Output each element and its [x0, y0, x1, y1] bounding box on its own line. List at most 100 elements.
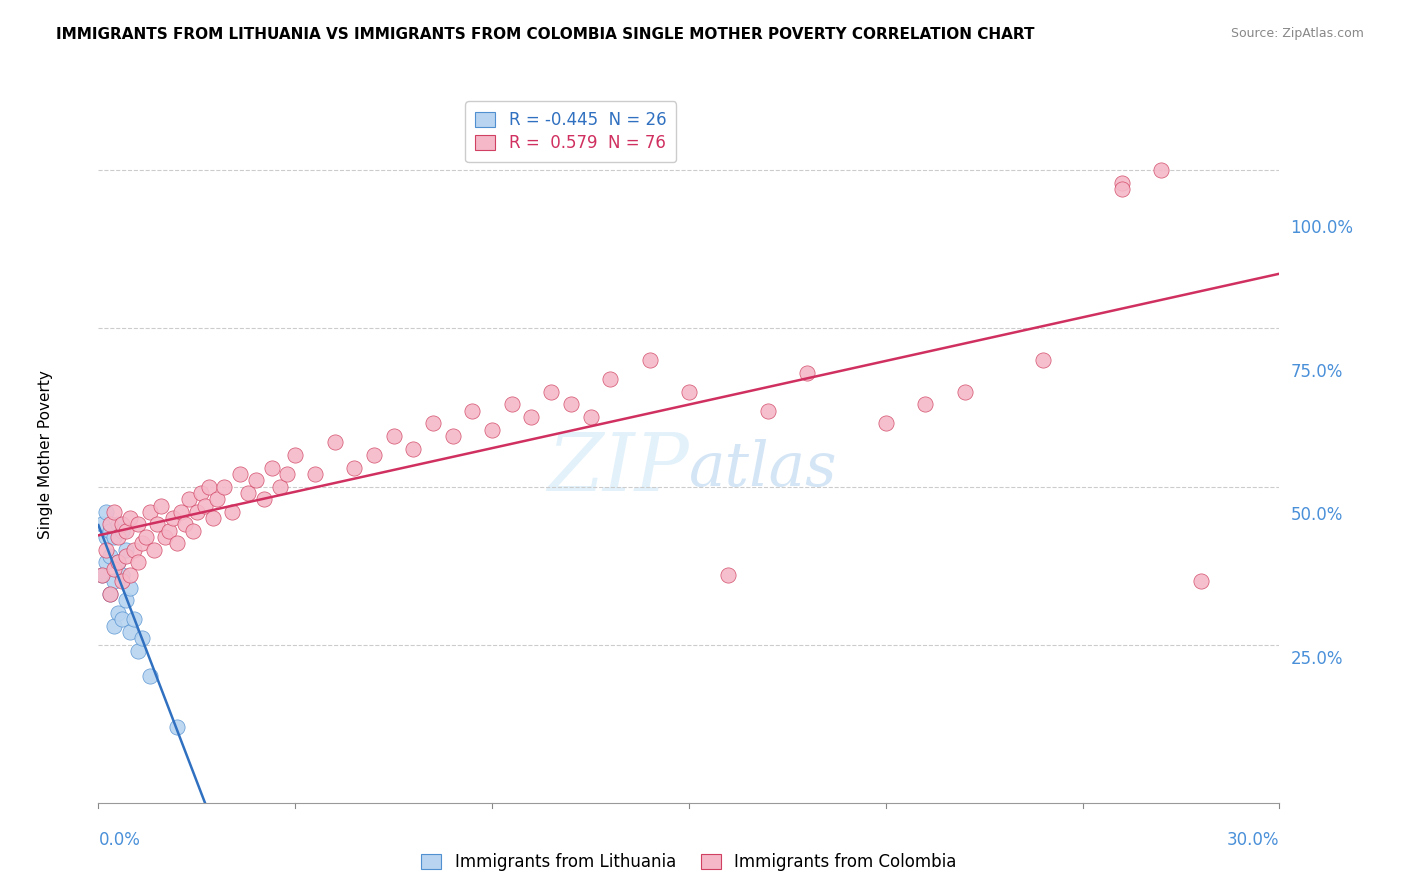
Point [441, 429, 464, 443]
Point [197, 479, 219, 493]
Point [98, 517, 121, 532]
Point [284, 448, 307, 462]
Point [875, 417, 897, 431]
Point [98, 587, 121, 601]
Point [107, 556, 129, 570]
Point [103, 530, 125, 544]
Point [269, 479, 291, 493]
Point [107, 530, 129, 544]
Point [96, 505, 118, 519]
Point [481, 423, 503, 437]
Point [796, 366, 818, 380]
Point [717, 568, 740, 582]
Point [194, 499, 217, 513]
Point [157, 524, 180, 538]
Point [96, 530, 118, 544]
Point [135, 530, 157, 544]
Point [190, 486, 212, 500]
Point [111, 517, 134, 532]
Point [111, 524, 134, 538]
Point [678, 384, 700, 399]
Point [127, 644, 149, 658]
Text: 30.0%: 30.0% [1227, 830, 1279, 848]
Point [382, 429, 405, 443]
Text: atlas: atlas [689, 439, 838, 499]
Point [103, 618, 125, 632]
Legend: Immigrants from Lithuania, Immigrants from Colombia: Immigrants from Lithuania, Immigrants fr… [415, 847, 963, 878]
Point [953, 384, 976, 399]
Point [131, 536, 153, 550]
Point [260, 460, 283, 475]
Text: 50.0%: 50.0% [1291, 507, 1343, 524]
Point [91, 568, 114, 582]
Point [103, 505, 125, 519]
Text: ZIP: ZIP [547, 430, 689, 508]
Point [186, 505, 208, 519]
Point [111, 568, 134, 582]
Point [253, 492, 276, 507]
Point [162, 511, 184, 525]
Point [166, 536, 188, 550]
Point [201, 511, 224, 525]
Point [170, 505, 193, 519]
Point [115, 549, 138, 563]
Point [1150, 163, 1173, 178]
Point [118, 568, 141, 582]
Point [304, 467, 326, 481]
Point [98, 549, 121, 563]
Point [1189, 574, 1212, 589]
Point [122, 612, 145, 626]
Point [91, 568, 114, 582]
Point [402, 442, 425, 456]
Point [103, 574, 125, 589]
Point [205, 492, 228, 507]
Point [914, 397, 936, 411]
Point [1032, 353, 1054, 368]
Point [1111, 176, 1133, 190]
Point [96, 556, 118, 570]
Point [236, 486, 259, 500]
Point [422, 417, 444, 431]
Point [150, 499, 173, 513]
Point [107, 606, 129, 620]
Point [363, 448, 385, 462]
Point [343, 460, 366, 475]
Point [122, 542, 145, 557]
Text: 100.0%: 100.0% [1291, 219, 1354, 236]
Point [127, 556, 149, 570]
Point [142, 542, 165, 557]
Point [177, 492, 200, 507]
Point [540, 384, 562, 399]
Point [579, 409, 602, 424]
Point [98, 524, 121, 538]
Text: 25.0%: 25.0% [1291, 650, 1343, 668]
Point [118, 625, 141, 640]
Text: 0.0%: 0.0% [98, 830, 141, 848]
Point [155, 530, 177, 544]
Point [323, 435, 346, 450]
Point [111, 612, 134, 626]
Point [118, 511, 141, 525]
Text: 75.0%: 75.0% [1291, 362, 1343, 381]
Point [138, 669, 160, 683]
Text: Source: ZipAtlas.com: Source: ZipAtlas.com [1230, 27, 1364, 40]
Point [560, 397, 582, 411]
Point [221, 505, 243, 519]
Point [138, 505, 160, 519]
Point [520, 409, 543, 424]
Text: Single Mother Poverty: Single Mother Poverty [38, 370, 53, 540]
Point [115, 542, 138, 557]
Point [599, 372, 621, 386]
Point [229, 467, 252, 481]
Point [111, 574, 134, 589]
Point [107, 556, 129, 570]
Point [127, 517, 149, 532]
Point [174, 517, 197, 532]
Point [181, 524, 204, 538]
Point [118, 581, 141, 595]
Point [276, 467, 298, 481]
Text: IMMIGRANTS FROM LITHUANIA VS IMMIGRANTS FROM COLOMBIA SINGLE MOTHER POVERTY CORR: IMMIGRANTS FROM LITHUANIA VS IMMIGRANTS … [56, 27, 1035, 42]
Point [115, 593, 138, 607]
Point [214, 479, 236, 493]
Point [501, 397, 523, 411]
